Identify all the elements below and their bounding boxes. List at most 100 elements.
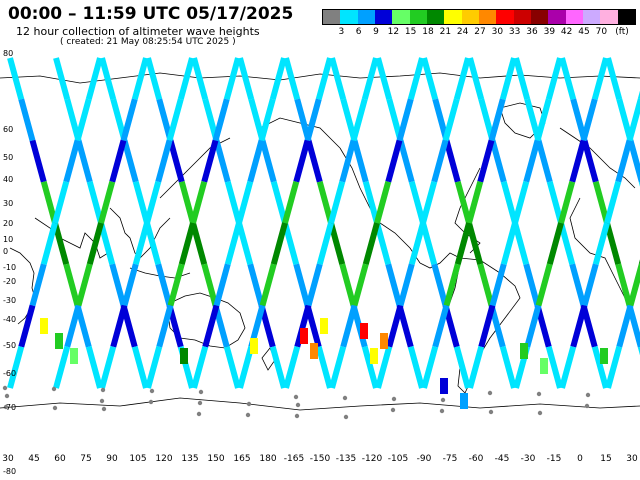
ice-flag-dot	[439, 408, 445, 414]
track-segment	[626, 98, 640, 142]
ice-flag-dot	[293, 394, 299, 400]
wave-height-patch	[360, 323, 368, 339]
track-segment	[558, 222, 576, 266]
track-segment	[374, 222, 392, 266]
wave-height-patch	[40, 318, 48, 334]
track-segment	[18, 304, 36, 348]
longitude-label: -135	[336, 454, 356, 464]
track-segment	[316, 180, 334, 224]
track-segment	[499, 57, 517, 101]
ice-flag-dot	[101, 406, 107, 412]
track-segment	[604, 180, 622, 224]
track-segment	[131, 57, 149, 101]
track-segment	[350, 98, 368, 142]
track-segment	[167, 263, 185, 307]
track-segment	[316, 222, 334, 266]
legend-swatch	[340, 10, 358, 24]
legend-swatch	[617, 10, 635, 24]
track-segment	[86, 222, 104, 266]
track-segment	[53, 345, 71, 389]
track-segment	[191, 345, 209, 389]
ice-flag-dot	[196, 411, 202, 417]
wave-height-patch	[70, 348, 78, 364]
longitude-label: -15	[547, 454, 562, 464]
ice-flag-dot	[487, 390, 493, 396]
legend-tick: 6	[355, 27, 362, 37]
coast-europe	[559, 127, 636, 189]
track-segment	[478, 304, 496, 348]
legend-swatch	[478, 10, 497, 24]
track-segment	[294, 304, 312, 348]
track-segment	[546, 222, 564, 266]
track-segment	[396, 98, 414, 142]
legend-tick: 18	[422, 27, 434, 37]
latitude-label: 40	[3, 175, 13, 184]
track-segment	[386, 304, 404, 348]
track-segment	[535, 263, 553, 307]
track-segment	[477, 139, 495, 183]
ice-flag-dot	[197, 400, 203, 406]
wave-height-patch	[250, 338, 258, 354]
track-segment	[259, 139, 277, 183]
track-segment	[420, 222, 438, 266]
longitude-label: -45	[495, 454, 510, 464]
track-segment	[293, 263, 311, 307]
legend-tick: 9	[373, 27, 379, 37]
track-segment	[421, 57, 439, 101]
track-segment	[432, 304, 450, 348]
latitude-label: -30	[3, 296, 16, 305]
track-segment	[237, 57, 255, 101]
latitude-label: 0	[3, 247, 8, 256]
wave-height-patch	[55, 333, 63, 349]
latitude-label: 80	[3, 49, 13, 58]
track-segment	[212, 98, 230, 142]
latitude-label: -10	[3, 263, 16, 272]
legend-tick: 45	[578, 27, 590, 37]
track-segment	[443, 139, 461, 183]
track-segment	[202, 304, 220, 348]
track-segment	[361, 345, 379, 389]
track-segment	[512, 222, 530, 266]
ice-flag-dot	[99, 398, 105, 404]
map-subtitle: 12 hour collection of altimeter wave hei…	[16, 25, 260, 38]
legend-swatch	[409, 10, 427, 24]
longitude-label: 45	[28, 454, 39, 464]
track-segment	[420, 180, 438, 224]
ice-flag-dot	[343, 414, 349, 420]
track-segment	[605, 345, 623, 389]
track-segment	[305, 139, 323, 183]
latitude-label: -60	[3, 369, 16, 378]
track-segment	[121, 139, 139, 183]
track-segment	[201, 139, 219, 183]
legend-tick: 21	[439, 27, 452, 37]
track-segment	[442, 98, 460, 142]
legend-swatch	[530, 10, 549, 24]
latitude-label: 60	[3, 125, 13, 134]
ice-flag-dot	[245, 412, 251, 418]
track-segment	[223, 57, 241, 101]
longitude-label: 120	[155, 454, 172, 464]
track-segment	[283, 345, 301, 389]
longitude-label: 105	[129, 454, 146, 464]
legend-unit: (ft)	[615, 27, 629, 37]
track-segment	[546, 180, 564, 224]
track-segment	[64, 304, 82, 348]
track-segment	[155, 263, 173, 307]
track-segment	[224, 222, 242, 266]
track-segment	[109, 139, 127, 183]
track-segment	[329, 345, 347, 389]
track-segment	[559, 57, 577, 101]
ice-flag-dot	[52, 405, 58, 411]
track-segment	[604, 222, 622, 266]
coast-antarctica	[0, 397, 640, 411]
longitude-label: -60	[469, 454, 484, 464]
track-segment	[385, 263, 403, 307]
track-segment	[431, 139, 449, 183]
ice-flag-dot	[536, 391, 542, 397]
track-segment	[592, 222, 610, 266]
track-segment	[467, 345, 485, 389]
ice-flag-dot	[488, 409, 494, 415]
legend-swatch	[582, 10, 601, 24]
wave-height-patch	[180, 348, 188, 364]
track-segment	[120, 98, 138, 142]
